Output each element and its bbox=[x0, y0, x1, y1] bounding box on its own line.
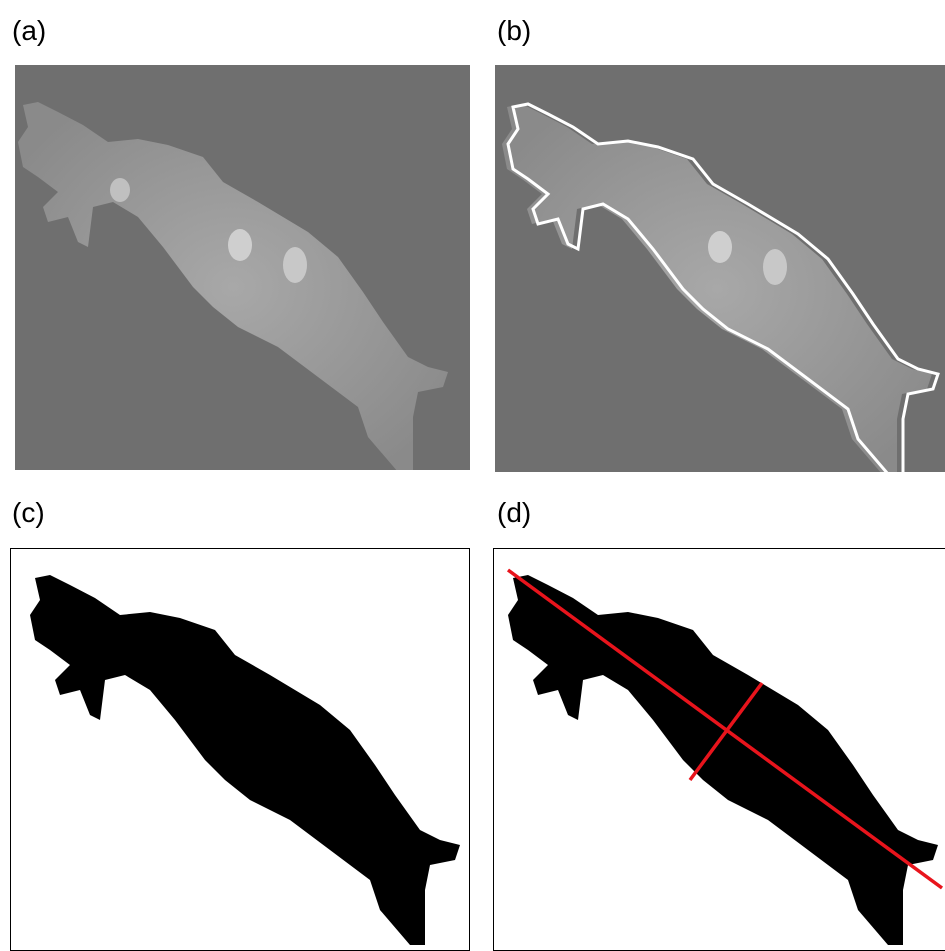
panel-label: (d) bbox=[497, 497, 531, 528]
panel-label: (c) bbox=[12, 497, 45, 528]
micrograph bbox=[15, 65, 470, 470]
mask bbox=[10, 548, 470, 951]
mask-axes bbox=[493, 548, 945, 951]
panel-label: (b) bbox=[497, 15, 531, 46]
minor-axis bbox=[688, 681, 764, 782]
major-axis bbox=[506, 568, 944, 890]
micrograph-outlined bbox=[495, 65, 945, 472]
panel-label: (a) bbox=[12, 15, 46, 46]
